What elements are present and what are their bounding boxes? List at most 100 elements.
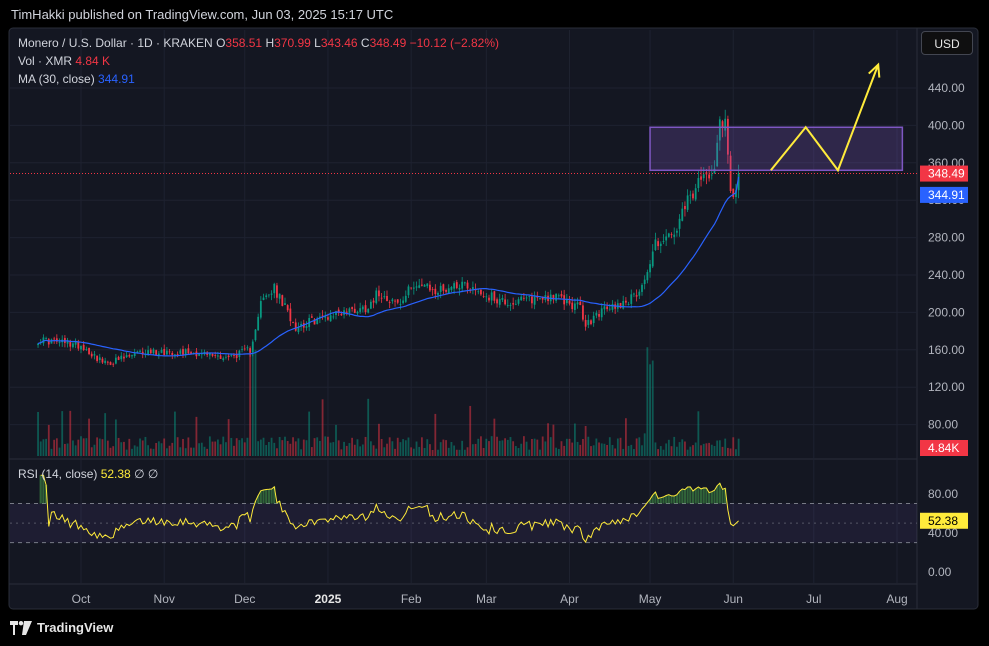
symbol-legend[interactable]: Monero / U.S. Dollar · 1D · KRAKEN O358.… bbox=[18, 36, 499, 50]
candle-body bbox=[571, 302, 574, 310]
candle-body bbox=[560, 294, 563, 297]
candle-body bbox=[732, 188, 735, 198]
chart-frame bbox=[8, 27, 979, 610]
volume-bar bbox=[187, 437, 190, 456]
candle-body bbox=[316, 318, 319, 325]
volume-bar bbox=[313, 438, 316, 456]
volume-bar bbox=[455, 449, 458, 456]
volume-bar bbox=[721, 446, 724, 456]
time-tick-label: Jun bbox=[724, 592, 743, 606]
volume-bar bbox=[208, 436, 211, 456]
candle-body bbox=[45, 338, 48, 340]
candle-body bbox=[187, 348, 190, 354]
rsi-value: 52.38 bbox=[100, 467, 131, 481]
volume-bar bbox=[587, 436, 590, 456]
volume-bar bbox=[697, 411, 700, 456]
volume-bar bbox=[203, 446, 206, 456]
candle-body bbox=[533, 296, 536, 305]
volume-bar bbox=[104, 413, 107, 456]
currency-button[interactable]: USD bbox=[921, 31, 973, 55]
candle-body bbox=[458, 288, 461, 290]
candle-body bbox=[402, 300, 405, 304]
candle-body bbox=[592, 315, 595, 324]
volume-bar bbox=[471, 444, 474, 456]
candle-body bbox=[120, 355, 123, 360]
candle-body bbox=[662, 241, 665, 243]
volume-bar bbox=[267, 442, 270, 456]
rsi-legend[interactable]: RSI (14, close) 52.38 ∅ ∅ bbox=[18, 467, 158, 481]
last-price-badge: 348.49 bbox=[928, 167, 965, 181]
candle-body bbox=[351, 307, 354, 309]
candle-body bbox=[504, 299, 507, 305]
volume-bar bbox=[332, 442, 335, 456]
volume-bar bbox=[227, 419, 230, 456]
volume-bar bbox=[410, 447, 413, 456]
volume-bar bbox=[439, 442, 442, 456]
volume-value: 4.84 K bbox=[75, 54, 111, 68]
volume-bar bbox=[106, 440, 109, 456]
volume-bar bbox=[225, 442, 227, 456]
candle-body bbox=[496, 299, 498, 304]
volume-bar bbox=[512, 441, 515, 456]
volume-bar bbox=[294, 441, 297, 456]
candle-body bbox=[292, 321, 294, 323]
candle-body bbox=[493, 291, 496, 301]
volume-bar bbox=[399, 442, 402, 456]
candle-body bbox=[670, 234, 673, 236]
candle-body bbox=[190, 352, 192, 354]
volume-bar bbox=[380, 438, 383, 456]
volume-bar bbox=[514, 446, 517, 456]
candle-body bbox=[184, 349, 187, 356]
candle-body bbox=[262, 297, 265, 301]
candle-body bbox=[429, 284, 431, 291]
volume-bar bbox=[509, 437, 512, 456]
volume-bar bbox=[531, 438, 533, 456]
candle-body bbox=[633, 293, 635, 295]
volume-bar bbox=[39, 441, 42, 456]
candle-body bbox=[684, 206, 686, 210]
volume-bar bbox=[659, 446, 662, 456]
candle-body bbox=[482, 296, 485, 297]
candle-body bbox=[198, 354, 201, 356]
volume-bar bbox=[407, 437, 410, 456]
price-tick-label: 440.00 bbox=[928, 81, 965, 95]
candle-body bbox=[222, 358, 225, 361]
candle-body bbox=[80, 345, 82, 350]
volume-bar bbox=[673, 436, 676, 456]
volume-bar bbox=[678, 442, 681, 456]
volume-bar bbox=[732, 437, 735, 456]
candle-body bbox=[284, 303, 286, 305]
volume-bar bbox=[469, 405, 472, 456]
candle-body bbox=[98, 357, 101, 361]
candle-body bbox=[324, 316, 327, 318]
volume-legend[interactable]: Vol · XMR 4.84 K bbox=[18, 54, 110, 68]
volume-bar bbox=[179, 447, 182, 456]
candle-body bbox=[152, 349, 155, 354]
volume-layer bbox=[37, 347, 740, 456]
volume-bar bbox=[571, 442, 574, 456]
ma-legend[interactable]: MA (30, close) 344.91 bbox=[18, 72, 135, 86]
candle-body bbox=[176, 354, 179, 356]
candle-body bbox=[665, 236, 668, 241]
rsi-tick-label: 0.00 bbox=[928, 565, 952, 579]
ma-line bbox=[37, 176, 740, 357]
volume-bar bbox=[415, 441, 418, 456]
volume-bar bbox=[555, 447, 558, 456]
candle-body bbox=[47, 339, 50, 345]
last-price-badge-bg bbox=[920, 165, 968, 182]
volume-bar bbox=[702, 443, 705, 456]
projection-arrow-head bbox=[868, 62, 881, 78]
close-label: C bbox=[360, 36, 370, 50]
candle-body bbox=[649, 264, 651, 273]
candle-body bbox=[415, 286, 418, 288]
volume-bar bbox=[348, 443, 351, 456]
candle-body bbox=[380, 297, 383, 299]
candle-body bbox=[139, 350, 141, 352]
candle-body bbox=[77, 341, 80, 349]
volume-bar bbox=[480, 436, 482, 456]
volume-bar bbox=[168, 445, 171, 456]
volume-bar bbox=[705, 443, 708, 456]
candle-body bbox=[163, 348, 166, 356]
volume-bar bbox=[284, 436, 286, 456]
candle-body bbox=[149, 349, 152, 354]
